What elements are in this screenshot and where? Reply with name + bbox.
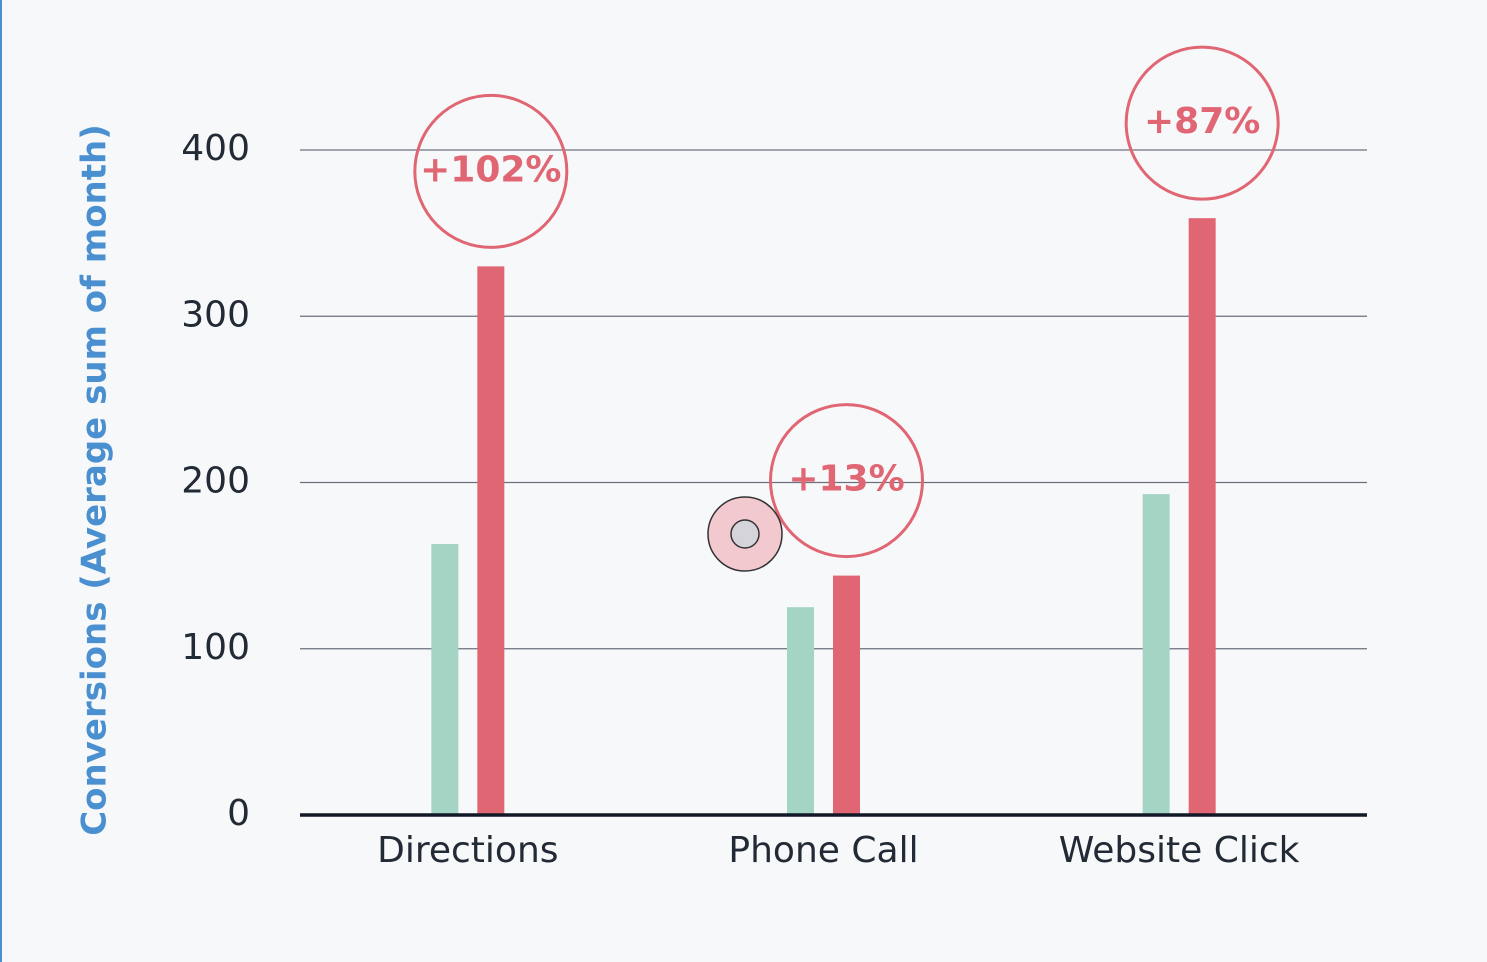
bar <box>833 575 860 815</box>
bar <box>1188 218 1216 816</box>
annotation-circle <box>769 403 924 559</box>
y-tick-label: 0 <box>227 793 250 834</box>
x-tick-label: Directions <box>377 830 558 871</box>
annotation-circle <box>1124 45 1280 201</box>
x-tick-label: Phone Call <box>728 830 918 871</box>
y-tick-label: 200 <box>181 461 250 502</box>
cursor-dot <box>730 519 760 549</box>
bar <box>477 266 505 815</box>
annotation: +13% <box>788 459 904 500</box>
y-tick-label: 300 <box>181 294 250 335</box>
cursor <box>707 496 783 572</box>
annotation: +102% <box>420 149 561 190</box>
bar <box>1142 494 1170 815</box>
annotation: +87% <box>1144 101 1260 142</box>
y-axis-label: Conversions (Average sum of month) <box>75 124 115 836</box>
x-tick-label: Website Click <box>1059 830 1300 871</box>
annotation-circle <box>413 93 569 249</box>
bar <box>787 607 814 815</box>
bar <box>431 544 459 815</box>
y-tick-label: 100 <box>181 627 250 668</box>
y-tick-label: 400 <box>181 128 250 169</box>
